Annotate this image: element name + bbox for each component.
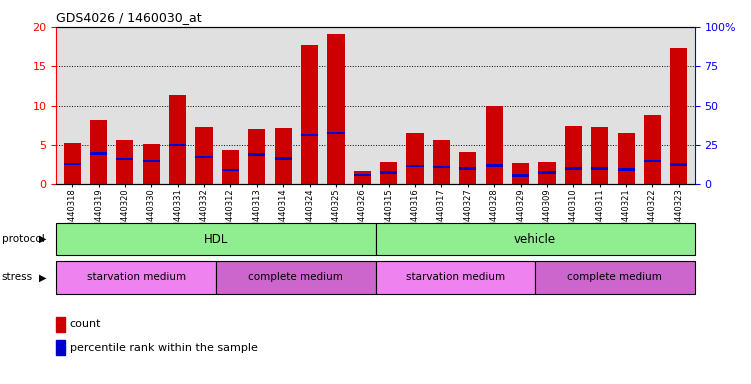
Text: ▶: ▶ <box>39 272 47 283</box>
Bar <box>275 127 291 184</box>
Bar <box>538 162 556 184</box>
Bar <box>565 167 582 170</box>
Bar <box>222 151 239 184</box>
Bar <box>406 133 424 184</box>
Bar <box>591 167 608 170</box>
Bar <box>460 167 476 170</box>
Bar <box>376 261 535 294</box>
Bar <box>671 164 687 166</box>
Bar <box>301 134 318 136</box>
Text: percentile rank within the sample: percentile rank within the sample <box>70 343 258 353</box>
Bar <box>535 261 695 294</box>
Bar <box>56 261 216 294</box>
Bar <box>376 223 695 255</box>
Bar <box>249 129 265 184</box>
Bar <box>671 48 687 184</box>
Text: starvation medium: starvation medium <box>86 272 185 283</box>
Bar <box>275 157 291 159</box>
Bar <box>406 165 424 167</box>
Bar <box>617 168 635 170</box>
Text: complete medium: complete medium <box>249 272 343 283</box>
Bar <box>143 144 160 184</box>
Bar <box>116 140 134 184</box>
Bar <box>433 140 450 184</box>
Text: vehicle: vehicle <box>514 233 556 245</box>
Bar <box>249 153 265 156</box>
Bar <box>90 152 107 155</box>
Bar <box>195 156 213 158</box>
Bar <box>644 159 661 162</box>
Bar <box>460 152 476 184</box>
Bar <box>56 223 376 255</box>
Bar <box>90 120 107 184</box>
Bar <box>486 164 502 167</box>
Bar <box>354 171 371 184</box>
Bar <box>64 143 80 184</box>
Text: ▶: ▶ <box>39 234 47 244</box>
Bar <box>327 34 345 184</box>
Text: HDL: HDL <box>204 233 228 245</box>
Bar <box>64 163 80 165</box>
Bar <box>169 94 186 184</box>
Bar <box>354 174 371 176</box>
Bar <box>301 45 318 184</box>
Bar <box>512 163 529 184</box>
Bar <box>617 133 635 184</box>
Bar <box>565 126 582 184</box>
Text: protocol: protocol <box>2 234 44 244</box>
Text: count: count <box>70 319 101 329</box>
Bar <box>143 159 160 162</box>
Bar <box>538 171 556 174</box>
Text: GDS4026 / 1460030_at: GDS4026 / 1460030_at <box>56 12 202 25</box>
Bar <box>222 169 239 171</box>
Bar <box>327 132 345 134</box>
Bar <box>380 171 397 174</box>
Bar <box>433 166 450 168</box>
Text: starvation medium: starvation medium <box>406 272 505 283</box>
Bar <box>512 174 529 177</box>
Bar <box>169 144 186 146</box>
Bar <box>380 162 397 184</box>
Text: complete medium: complete medium <box>568 272 662 283</box>
Bar <box>216 261 376 294</box>
Bar <box>591 127 608 184</box>
Bar <box>116 158 134 160</box>
Bar <box>644 115 661 184</box>
Bar <box>195 127 213 184</box>
Text: stress: stress <box>2 272 32 283</box>
Bar <box>486 106 502 184</box>
